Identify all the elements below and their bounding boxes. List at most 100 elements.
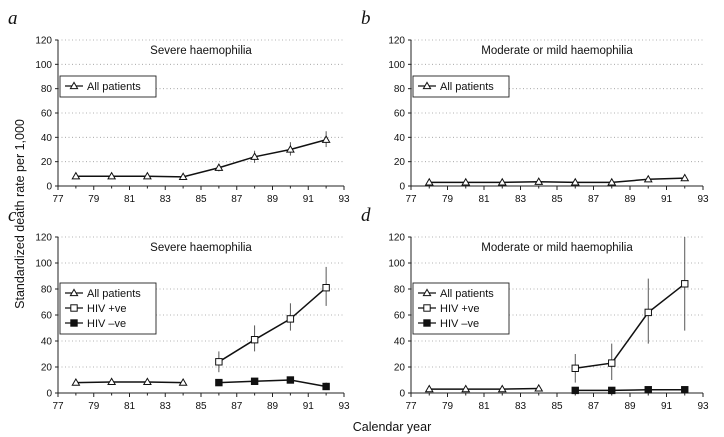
y-tick-label: 120: [35, 233, 52, 244]
data-point: [644, 386, 652, 394]
x-tick-label: 87: [231, 401, 243, 412]
legend-box: [59, 75, 157, 98]
series-line: [218, 379, 327, 388]
y-tick-label: 60: [41, 109, 53, 120]
x-tick-label: 87: [231, 194, 243, 205]
data-point: [286, 315, 295, 323]
data-point: [424, 384, 434, 393]
data-point: [534, 177, 544, 185]
x-tick-label: 79: [442, 401, 454, 412]
chart-panel-b: b 0 20 40 60 80 100 120 77 79 81 83 85 87 89 91 93 Modera…: [361, 8, 709, 205]
data-point: [215, 358, 223, 366]
data-point: [321, 135, 331, 143]
data-point: [461, 384, 471, 393]
data-point: [142, 377, 152, 386]
data-point: [680, 173, 690, 182]
data-point: [71, 378, 81, 386]
series-2: [571, 386, 689, 395]
legend-label: All patients: [87, 81, 141, 93]
y-tick-label: 40: [394, 337, 406, 348]
x-tick-label: 89: [624, 194, 636, 205]
y-tick-label: 80: [41, 84, 53, 95]
data-point: [608, 386, 616, 395]
data-point: [322, 382, 330, 391]
y-tick-label: 60: [41, 311, 53, 322]
chart-panel-d: d 0 20 40 60 80 100 120 77 79 81 83 85 87 89 91 93 Modera…: [361, 205, 709, 412]
legend-label: HIV +ve: [87, 303, 126, 315]
x-tick-label: 81: [124, 401, 136, 412]
data-point: [534, 383, 544, 392]
y-tick-label: 0: [46, 182, 52, 193]
data-point: [643, 174, 653, 183]
y-tick-label: 40: [41, 133, 53, 144]
x-tick-label: 91: [303, 401, 315, 412]
x-tick-label: 87: [588, 401, 600, 412]
x-tick-label: 91: [661, 401, 673, 412]
series-line: [575, 389, 685, 392]
x-tick-label: 81: [478, 401, 490, 412]
legend-label: HIV –ve: [440, 318, 479, 330]
data-point: [286, 376, 295, 384]
legend-marker: [69, 288, 79, 297]
x-tick-label: 91: [303, 194, 315, 205]
data-point: [681, 386, 689, 394]
data-point: [178, 172, 188, 180]
x-tick-label: 83: [515, 401, 527, 412]
y-tick-label: 0: [46, 389, 52, 400]
x-tick-label: 77: [52, 401, 64, 412]
data-point: [571, 364, 579, 373]
data-point: [570, 177, 580, 186]
legend-marker: [70, 319, 78, 327]
panel-title: Severe haemophilia: [150, 45, 252, 57]
data-point: [644, 308, 652, 317]
series-2: [215, 376, 330, 391]
panel-letter: b: [361, 8, 371, 29]
chart-panel-c: c 0 20 40 60 80 100 120 77 79 81 83 85 87 89 91 93 Severe…: [8, 205, 350, 412]
legend-label: HIV +ve: [440, 303, 479, 315]
series-line: [429, 387, 539, 390]
y-tick-label: 0: [399, 389, 405, 400]
data-point: [285, 144, 295, 153]
x-tick-label: 93: [338, 194, 350, 205]
x-tick-label: 81: [124, 194, 136, 205]
series-0: [424, 173, 690, 186]
x-tick-label: 91: [661, 194, 673, 205]
x-axis-title: Calendar year: [353, 420, 432, 434]
panel-title: Moderate or mild haemophilia: [481, 45, 633, 57]
x-tick-label: 89: [624, 401, 636, 412]
y-tick-label: 80: [394, 285, 406, 296]
x-tick-label: 93: [697, 194, 709, 205]
data-point: [250, 336, 259, 344]
data-point: [571, 386, 579, 395]
data-point: [681, 280, 689, 288]
legend-marker: [70, 304, 78, 312]
x-tick-label: 85: [551, 401, 563, 412]
y-tick-label: 60: [394, 109, 406, 120]
y-tick-label: 60: [394, 311, 406, 322]
series-1: [571, 237, 689, 383]
data-point: [107, 377, 117, 386]
x-tick-label: 83: [160, 194, 172, 205]
series-0: [424, 383, 544, 393]
y-tick-label: 20: [41, 157, 53, 168]
legend-label: All patients: [87, 288, 141, 300]
x-tick-label: 79: [88, 401, 100, 412]
legend-marker: [423, 304, 431, 312]
legend-marker: [422, 288, 432, 297]
y-tick-label: 20: [394, 363, 406, 374]
panel-title: Severe haemophilia: [150, 242, 252, 254]
y-tick-label: 80: [394, 84, 406, 95]
data-point: [250, 152, 260, 160]
panel-letter: c: [8, 205, 17, 226]
y-tick-label: 120: [388, 36, 405, 47]
y-tick-label: 20: [41, 363, 53, 374]
series-line: [575, 283, 686, 370]
y-tick-label: 100: [35, 259, 52, 270]
y-tick-label: 0: [399, 182, 405, 193]
y-tick-label: 20: [394, 157, 406, 168]
legend-label: All patients: [440, 288, 494, 300]
x-tick-label: 77: [405, 401, 417, 412]
data-point: [608, 359, 616, 367]
legend-box: [412, 75, 510, 98]
